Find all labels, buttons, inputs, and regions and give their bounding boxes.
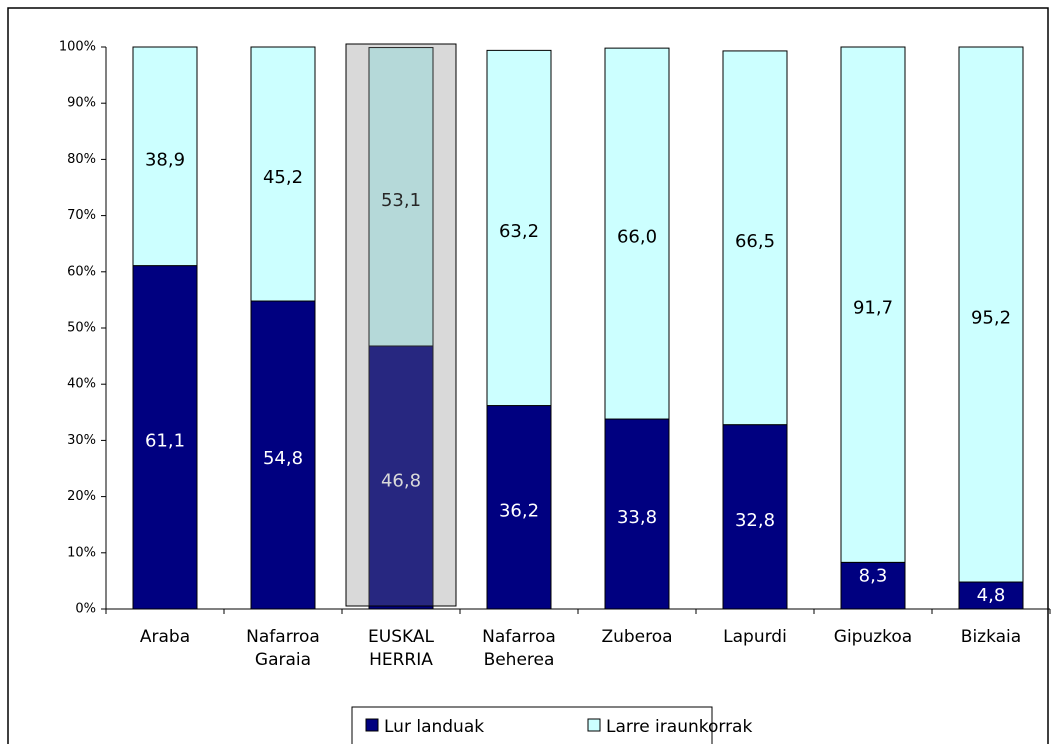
data-label: 66,0: [617, 227, 657, 248]
highlight-box: [345, 43, 457, 607]
x-tick-label: Nafarroa Garaia: [246, 627, 320, 670]
bar-segment: [132, 46, 198, 267]
bar-segment: [722, 424, 788, 610]
legend-swatch: [365, 718, 379, 732]
x-tick-label: Araba: [139, 627, 191, 647]
bar-segment: [840, 561, 906, 610]
bar-segment: [604, 418, 670, 610]
y-tick-label: 50%: [67, 321, 96, 336]
y-tick-label: 100%: [59, 40, 96, 55]
x-tick-label: Nafarroa Beherea: [482, 627, 556, 670]
y-tick-label: 60%: [67, 264, 96, 279]
legend-box: [351, 706, 713, 744]
legend-swatch: [587, 718, 601, 732]
bar-segment: [368, 345, 434, 610]
y-tick-label: 20%: [67, 489, 96, 504]
data-label: 63,2: [499, 221, 539, 242]
y-tick-label: 90%: [67, 96, 96, 111]
data-label: 45,2: [263, 167, 303, 188]
y-tick-label: 30%: [67, 433, 96, 448]
data-label: 36,2: [499, 500, 539, 521]
legend-label: Larre iraunkorrak: [606, 717, 752, 737]
data-label: 91,7: [853, 298, 893, 319]
y-tick-label: 0%: [75, 602, 96, 617]
bar-segment: [486, 49, 552, 407]
data-label: 33,8: [617, 507, 657, 528]
x-tick-label: Zuberoa: [601, 627, 673, 647]
x-tick-label: Bizkaia: [960, 627, 1022, 647]
data-label: 32,8: [735, 510, 775, 531]
bar-segment: [604, 47, 670, 420]
bar-segment: [958, 581, 1024, 610]
data-label: 66,5: [735, 231, 775, 252]
data-label: 38,9: [145, 149, 185, 170]
data-label: 8,3: [859, 565, 888, 586]
y-tick-label: 40%: [67, 377, 96, 392]
bar-segment: [840, 46, 906, 563]
data-label: 95,2: [971, 308, 1011, 329]
bar-segment: [250, 46, 316, 302]
data-label: 46,8: [381, 470, 421, 491]
x-tick-label: Lapurdi: [723, 627, 787, 647]
bar-segment: [958, 46, 1024, 583]
data-label: 4,8: [977, 585, 1006, 606]
bar-segment: [722, 50, 788, 426]
bar-segment: [132, 265, 198, 610]
legend-label: Lur landuak: [384, 717, 484, 737]
y-tick-label: 70%: [67, 208, 96, 223]
y-tick-label: 80%: [67, 152, 96, 167]
data-label: 61,1: [145, 430, 185, 451]
data-label: 54,8: [263, 448, 303, 469]
bar-segment: [368, 47, 434, 347]
data-label: 53,1: [381, 190, 421, 211]
y-tick-label: 10%: [67, 545, 96, 560]
x-tick-label: EUSKAL HERRIA: [368, 627, 434, 670]
bar-segment: [486, 405, 552, 610]
x-tick-label: Gipuzkoa: [833, 627, 913, 647]
